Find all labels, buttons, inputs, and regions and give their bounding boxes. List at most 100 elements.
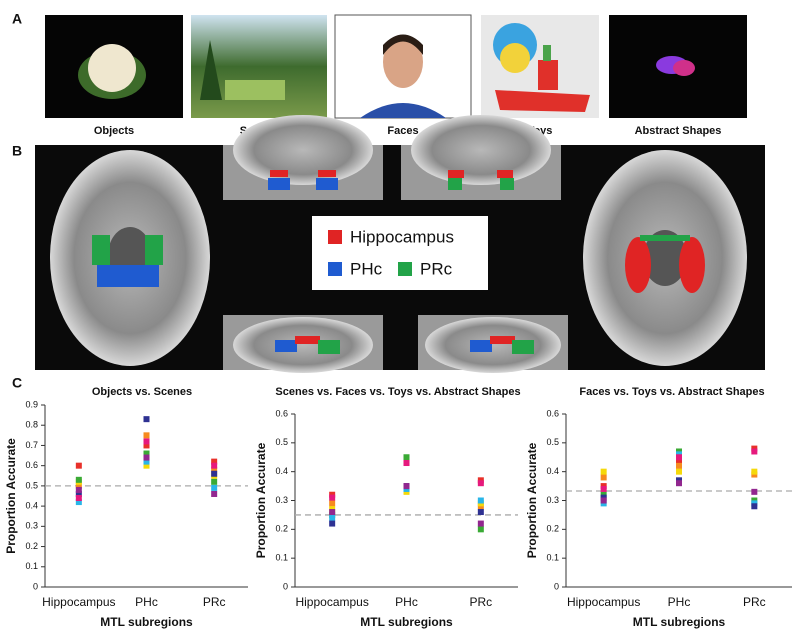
legend-box [312,216,488,290]
dot [477,509,484,516]
y-tick-label: 0.3 [275,495,288,505]
y-tick-label: 0.5 [25,480,38,490]
brain-axial-right [583,150,747,366]
y-tick-label: 0.4 [275,466,288,476]
dot [477,480,484,487]
dot [477,497,484,504]
dot [211,490,218,497]
dot [211,458,218,465]
dot [143,438,150,445]
dot [751,488,758,495]
y-axis-label: Proportion Accurate [4,438,18,554]
dot [600,474,607,481]
legend-label: PHc [350,259,383,278]
dot [143,416,150,423]
x-tick-label: PRc [203,595,226,609]
x-tick-label: PRc [743,595,766,609]
legend-label: Hippocampus [350,227,454,246]
dot [600,468,607,475]
y-tick-label: 0.8 [25,420,38,430]
image-objects [45,15,183,118]
y-tick-label: 0.6 [546,408,559,418]
dot [403,454,410,461]
dot [143,432,150,439]
dot [751,503,758,510]
y-tick-label: 0.4 [25,500,38,510]
y-tick-label: 0.2 [546,524,559,534]
x-tick-label: PHc [668,595,691,609]
dot [676,480,682,487]
y-tick-label: 0.1 [25,561,38,571]
dot [211,484,218,491]
dot [143,450,150,457]
panel-label: B [12,143,22,159]
y-tick-label: 0.3 [25,521,38,531]
y-axis-label: Proportion Accurate [254,442,268,558]
dot [329,514,336,521]
legend-swatch [398,262,412,276]
y-tick-label: 0.6 [25,460,38,470]
dot [329,494,336,501]
legend-swatch [328,262,342,276]
y-tick-label: 0.1 [546,553,559,563]
y-tick-label: 0 [554,581,559,591]
brain-axial-left [50,150,210,366]
legend-swatch [328,230,342,244]
dot [329,520,336,527]
y-tick-label: 0 [283,581,288,591]
x-tick-label: PHc [135,595,158,609]
image-caption: Objects [94,125,134,137]
y-tick-label: 0.2 [275,524,288,534]
dot [477,526,484,533]
dot [75,476,82,483]
x-tick-label: PRc [469,595,492,609]
x-tick-label: Hippocampus [295,595,368,609]
dot [75,499,82,506]
x-tick-label: Hippocampus [567,595,640,609]
chart-title: Faces vs. Toys vs. Abstract Shapes [579,386,764,398]
x-tick-label: Hippocampus [42,595,115,609]
dot [676,468,682,475]
brain-coronal [223,115,561,200]
image-scenes [191,15,327,118]
y-tick-label: 0.4 [546,466,559,476]
image-faces [334,14,472,119]
y-tick-label: 0 [33,581,38,591]
panel-label: A [12,11,22,27]
chart-title: Objects vs. Scenes [92,386,192,398]
brain-sagittal [223,315,568,373]
y-tick-label: 0.3 [546,495,559,505]
dot [143,458,150,465]
x-tick-label: PHc [395,595,418,609]
panel-label: C [12,375,22,391]
y-tick-label: 0.7 [25,440,38,450]
dot [211,462,218,469]
dot [143,462,150,469]
dot [477,520,484,527]
dot [211,470,218,477]
y-tick-label: 0.5 [275,437,288,447]
y-axis-label: Proportion Accurate [525,442,539,558]
image-caption: Faces [387,125,418,137]
y-tick-label: 0.6 [275,408,288,418]
chart-title: Scenes vs. Faces vs. Toys vs. Abstract S… [275,386,520,398]
dot [676,454,682,461]
x-axis-label: MTL subregions [633,615,726,629]
x-axis-label: MTL subregions [100,615,193,629]
dot [403,460,410,467]
dot [143,454,150,461]
y-tick-label: 0.1 [275,553,288,563]
dot [403,483,410,490]
dot [211,478,218,485]
dot [600,485,607,492]
dot [329,500,336,507]
image-abstract-shapes [609,15,747,118]
legend-label: PRc [420,259,453,278]
dot [75,495,82,502]
dot [751,448,758,455]
image-caption: Abstract Shapes [635,125,722,137]
image-toys [481,15,599,118]
dot [329,509,336,516]
dot [75,482,82,489]
